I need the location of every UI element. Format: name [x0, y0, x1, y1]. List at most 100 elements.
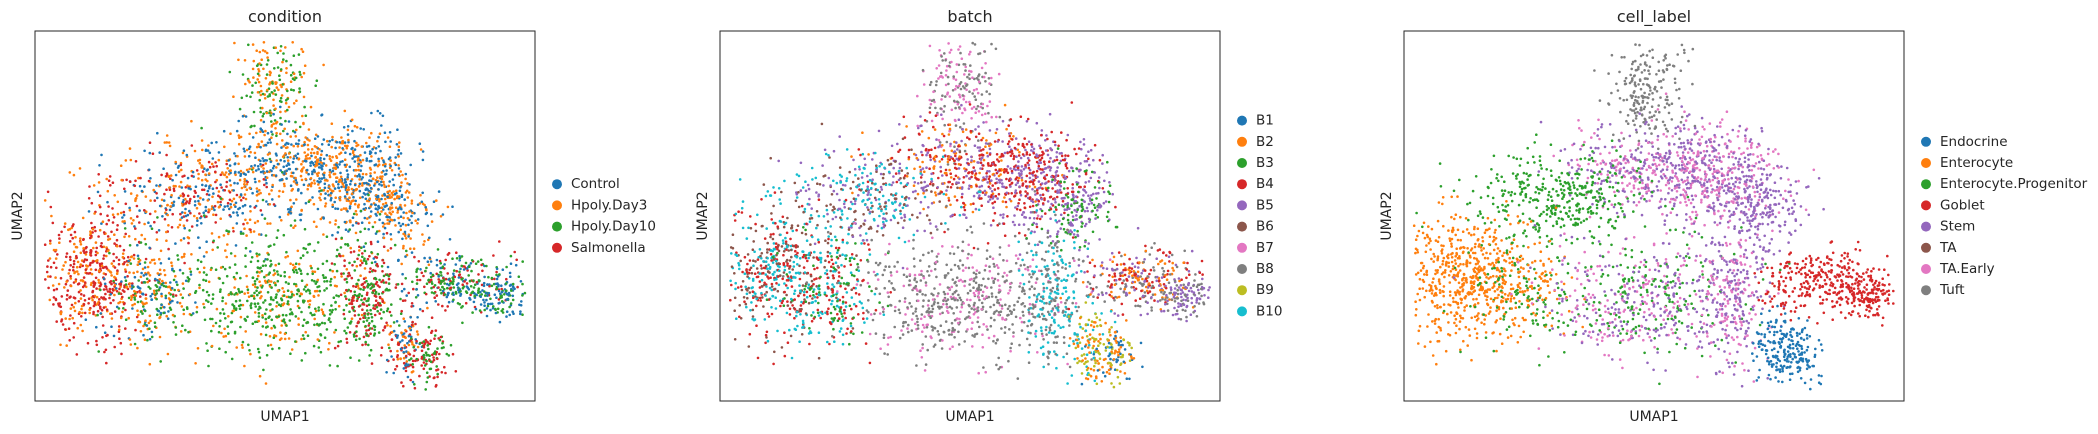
- scatter-point: [217, 235, 221, 239]
- scatter-point: [124, 283, 128, 286]
- scatter-point: [1044, 212, 1047, 215]
- scatter-point: [400, 381, 403, 384]
- scatter-point: [385, 321, 388, 325]
- scatter-point: [250, 165, 253, 168]
- scatter-point: [990, 76, 993, 80]
- scatter-point: [223, 189, 227, 192]
- scatter-point: [313, 313, 316, 317]
- scatter-point: [69, 314, 72, 317]
- scatter-point: [334, 207, 337, 210]
- scatter-point: [158, 257, 161, 261]
- scatter-point: [229, 132, 232, 135]
- scatter-point: [258, 291, 261, 295]
- scatter-point: [95, 343, 99, 347]
- scatter-point: [365, 262, 368, 265]
- scatter-point: [361, 308, 364, 312]
- scatter-point: [197, 159, 200, 162]
- scatter-point: [322, 233, 325, 236]
- scatter-point: [238, 195, 242, 199]
- scatter-point: [195, 224, 199, 227]
- scatter-point: [279, 158, 283, 162]
- scatter-point: [217, 194, 220, 198]
- scatter-point: [313, 323, 316, 327]
- scatter-point: [173, 288, 176, 292]
- scatter-point: [381, 258, 384, 262]
- scatter-point: [94, 276, 98, 280]
- scatter-point: [329, 194, 332, 197]
- scatter-point: [246, 291, 250, 295]
- scatter-point: [270, 130, 273, 134]
- scatter-point: [933, 128, 937, 131]
- scatter-point: [233, 263, 237, 266]
- scatter-point: [348, 228, 352, 231]
- scatter-point: [177, 196, 181, 200]
- scatter-point: [416, 278, 419, 282]
- scatter-point: [221, 299, 224, 303]
- scatter-point: [121, 216, 124, 219]
- scatter-point: [1088, 163, 1091, 167]
- scatter-point: [247, 343, 250, 347]
- scatter-point: [985, 90, 988, 93]
- scatter-point: [355, 188, 358, 191]
- scatter-point: [934, 83, 938, 87]
- scatter-point: [954, 162, 957, 166]
- scatter-point: [509, 262, 513, 266]
- scatter-point: [133, 342, 137, 346]
- scatter-point: [407, 291, 411, 295]
- scatter-point: [261, 49, 265, 52]
- scatter-point: [177, 164, 180, 168]
- scatter-point: [279, 110, 282, 114]
- scatter-point: [430, 212, 433, 216]
- scatter-point: [986, 162, 990, 165]
- scatter-point: [960, 186, 964, 189]
- scatter-point: [120, 280, 123, 283]
- scatter-point: [389, 349, 393, 353]
- scatter-point: [350, 300, 354, 303]
- scatter-point: [347, 230, 350, 233]
- scatter-point: [229, 171, 232, 175]
- scatter-point: [971, 210, 975, 214]
- scatter-point: [322, 162, 326, 165]
- scatter-point: [248, 186, 252, 190]
- scatter-point: [233, 254, 237, 258]
- scatter-point: [68, 255, 72, 259]
- scatter-point: [167, 310, 170, 313]
- scatter-point: [304, 351, 307, 355]
- scatter-point: [1055, 155, 1058, 159]
- scatter-point: [1060, 154, 1064, 158]
- scatter-point: [309, 105, 313, 109]
- scatter-point: [113, 283, 117, 287]
- scatter-point: [54, 276, 57, 279]
- scatter-point: [348, 152, 352, 156]
- scatter-point: [495, 267, 499, 271]
- scatter-point: [388, 333, 392, 336]
- scatter-point: [224, 350, 227, 354]
- scatter-point: [380, 124, 383, 127]
- scatter-point: [263, 97, 267, 100]
- scatter-point: [1010, 149, 1014, 153]
- scatter-point: [235, 193, 239, 197]
- scatter-point: [324, 204, 327, 208]
- scatter-point: [919, 176, 923, 179]
- scatter-point: [404, 172, 408, 176]
- scatter-point: [337, 183, 340, 186]
- scatter-point: [208, 151, 212, 155]
- scatter-point: [234, 205, 237, 208]
- scatter-point: [300, 359, 304, 362]
- scatter-point: [356, 238, 360, 242]
- scatter-point: [304, 201, 308, 205]
- scatter-point: [458, 273, 462, 276]
- scatter-point: [231, 303, 234, 306]
- scatter-point: [272, 324, 276, 328]
- scatter-point: [233, 181, 236, 185]
- scatter-point: [255, 64, 259, 67]
- scatter-point: [441, 304, 444, 308]
- scatter-point: [153, 292, 156, 295]
- scatter-point: [91, 228, 95, 231]
- scatter-point: [1044, 166, 1048, 170]
- scatter-point: [930, 119, 934, 123]
- scatter-point: [343, 291, 346, 295]
- scatter-point: [79, 237, 82, 240]
- scatter-point: [270, 189, 273, 192]
- scatter-point: [93, 302, 97, 306]
